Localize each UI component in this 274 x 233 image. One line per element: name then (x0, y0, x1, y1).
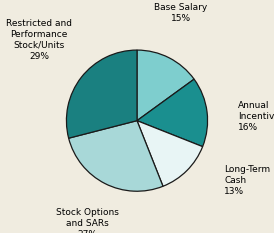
Text: Annual
Incentive
16%: Annual Incentive 16% (238, 101, 274, 132)
Text: Base Salary
15%: Base Salary 15% (154, 3, 208, 23)
Text: Stock Options
and SARs
27%: Stock Options and SARs 27% (56, 208, 119, 233)
Wedge shape (137, 50, 194, 121)
Text: Long-Term
Cash
13%: Long-Term Cash 13% (224, 165, 270, 196)
Wedge shape (66, 50, 137, 138)
Wedge shape (69, 121, 163, 191)
Wedge shape (137, 121, 202, 186)
Text: Restricted and
Performance
Stock/Units
29%: Restricted and Performance Stock/Units 2… (6, 19, 72, 61)
Wedge shape (137, 79, 208, 147)
